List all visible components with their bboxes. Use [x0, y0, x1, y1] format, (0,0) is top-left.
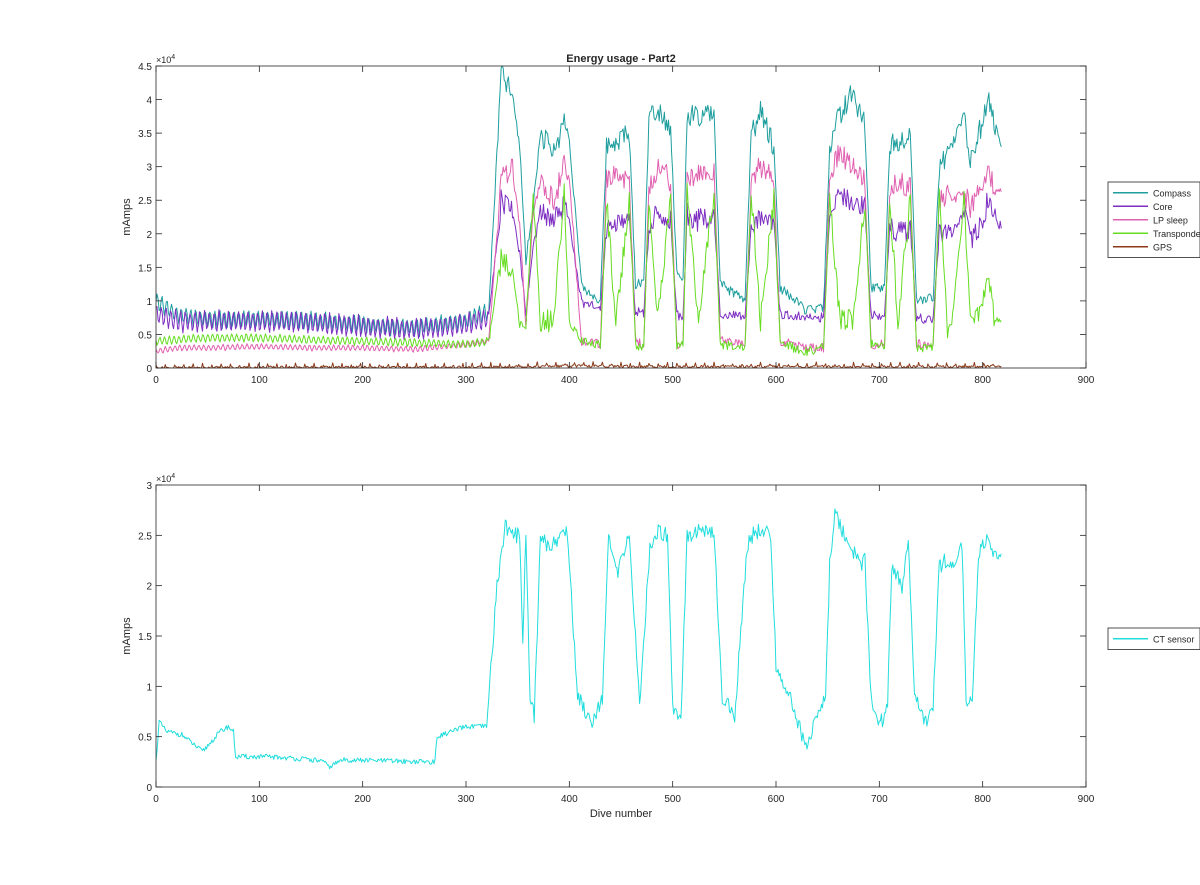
y-tick-label: 3	[146, 163, 152, 174]
series-line-core	[156, 188, 1002, 341]
x-tick-label: 500	[664, 794, 681, 805]
y-exponent-label: ×104	[156, 473, 175, 484]
x-tick-label: 0	[153, 375, 159, 386]
series-line-transponde	[156, 182, 1002, 356]
y-tick-label: 3	[146, 481, 152, 492]
x-tick-label: 700	[871, 375, 888, 386]
y-tick-label: 1	[146, 682, 152, 693]
axes-frame	[155, 65, 1087, 369]
y-tick-label: 2	[146, 582, 152, 593]
x-tick-label: 600	[768, 375, 785, 386]
series-line-compass	[156, 66, 1002, 338]
y-axis-label: mAmps	[121, 617, 133, 655]
y-exponent-base: 10	[161, 474, 171, 484]
svg-text:×104: ×104	[156, 473, 175, 484]
legend-entry: LP sleep	[1153, 215, 1188, 225]
legend-entry: Transponde	[1153, 229, 1200, 239]
x-tick-label: 100	[251, 794, 268, 805]
axes-ct-sensor: 0 100 200 300 400 500 600 700 800 900 0 0.5 1 1.5 2 2.5…	[121, 473, 1200, 820]
y-tick-label: 4	[146, 96, 152, 107]
axis-ticks: 0 100 200 300 400 500 600 700 800 900 0 0.5 1 1.5 2 2.5…	[138, 481, 1095, 805]
y-exponent-power: 4	[171, 473, 175, 480]
y-tick-label: 0	[146, 364, 152, 375]
series-line-gps	[156, 361, 1002, 368]
y-axis-label: mAmps	[121, 198, 133, 236]
x-tick-label: 200	[354, 794, 371, 805]
x-tick-label: 300	[458, 794, 475, 805]
x-tick-label: 200	[354, 375, 371, 386]
axis-ticks: 0 100 200 300 400 500 600 700 800 900 0 0.5 1 1.5 2 2.5…	[138, 62, 1095, 386]
x-tick-label: 800	[974, 375, 991, 386]
series-lines	[156, 508, 1002, 770]
y-exponent-label: ×104	[156, 54, 175, 65]
x-tick-label: 900	[1078, 794, 1095, 805]
legend-box	[1107, 627, 1200, 650]
svg-text:×104: ×104	[156, 54, 175, 65]
y-tick-label: 1.5	[138, 263, 152, 274]
y-exponent-base: 10	[161, 55, 171, 65]
x-tick-label: 300	[458, 375, 475, 386]
y-exponent-prefix: ×	[156, 474, 161, 484]
x-tick-label: 400	[561, 794, 578, 805]
y-exponent-power: 4	[171, 54, 175, 61]
x-tick-label: 800	[974, 794, 991, 805]
y-tick-label: 3.5	[138, 129, 152, 140]
legend-entry: Compass	[1153, 188, 1192, 198]
x-tick-label: 0	[153, 794, 159, 805]
series-line-lp-sleep	[156, 145, 1002, 354]
y-tick-label: 0.5	[138, 733, 152, 744]
series-lines	[156, 66, 1002, 368]
y-exponent-prefix: ×	[156, 55, 161, 65]
y-tick-label: 2.5	[138, 196, 152, 207]
legend-entry: GPS	[1153, 242, 1172, 252]
legend: Compass Core LP sleep Transponde GPS	[1107, 181, 1200, 258]
legend-entry: CT sensor	[1153, 634, 1194, 644]
legend-entry: Core	[1153, 202, 1173, 212]
y-tick-label: 4.5	[138, 62, 152, 73]
y-tick-label: 0	[146, 783, 152, 794]
y-tick-label: 0.5	[138, 330, 152, 341]
series-line-ct-sensor	[156, 508, 1002, 770]
axes-energy-usage: 0 100 200 300 400 500 600 700 800 900 0 0.5 1 1.5 2 2.5…	[121, 53, 1200, 386]
y-tick-label: 2	[146, 230, 152, 241]
x-axis-label: Dive number	[590, 808, 653, 820]
y-tick-label: 1	[146, 297, 152, 308]
y-tick-label: 2.5	[138, 531, 152, 542]
y-tick-label: 1.5	[138, 632, 152, 643]
x-tick-label: 100	[251, 375, 268, 386]
x-tick-label: 600	[768, 794, 785, 805]
legend: CT sensor	[1107, 627, 1200, 650]
chart-title: Energy usage - Part2	[566, 53, 675, 65]
x-tick-label: 700	[871, 794, 888, 805]
x-tick-label: 400	[561, 375, 578, 386]
x-tick-label: 500	[664, 375, 681, 386]
x-tick-label: 900	[1078, 375, 1095, 386]
